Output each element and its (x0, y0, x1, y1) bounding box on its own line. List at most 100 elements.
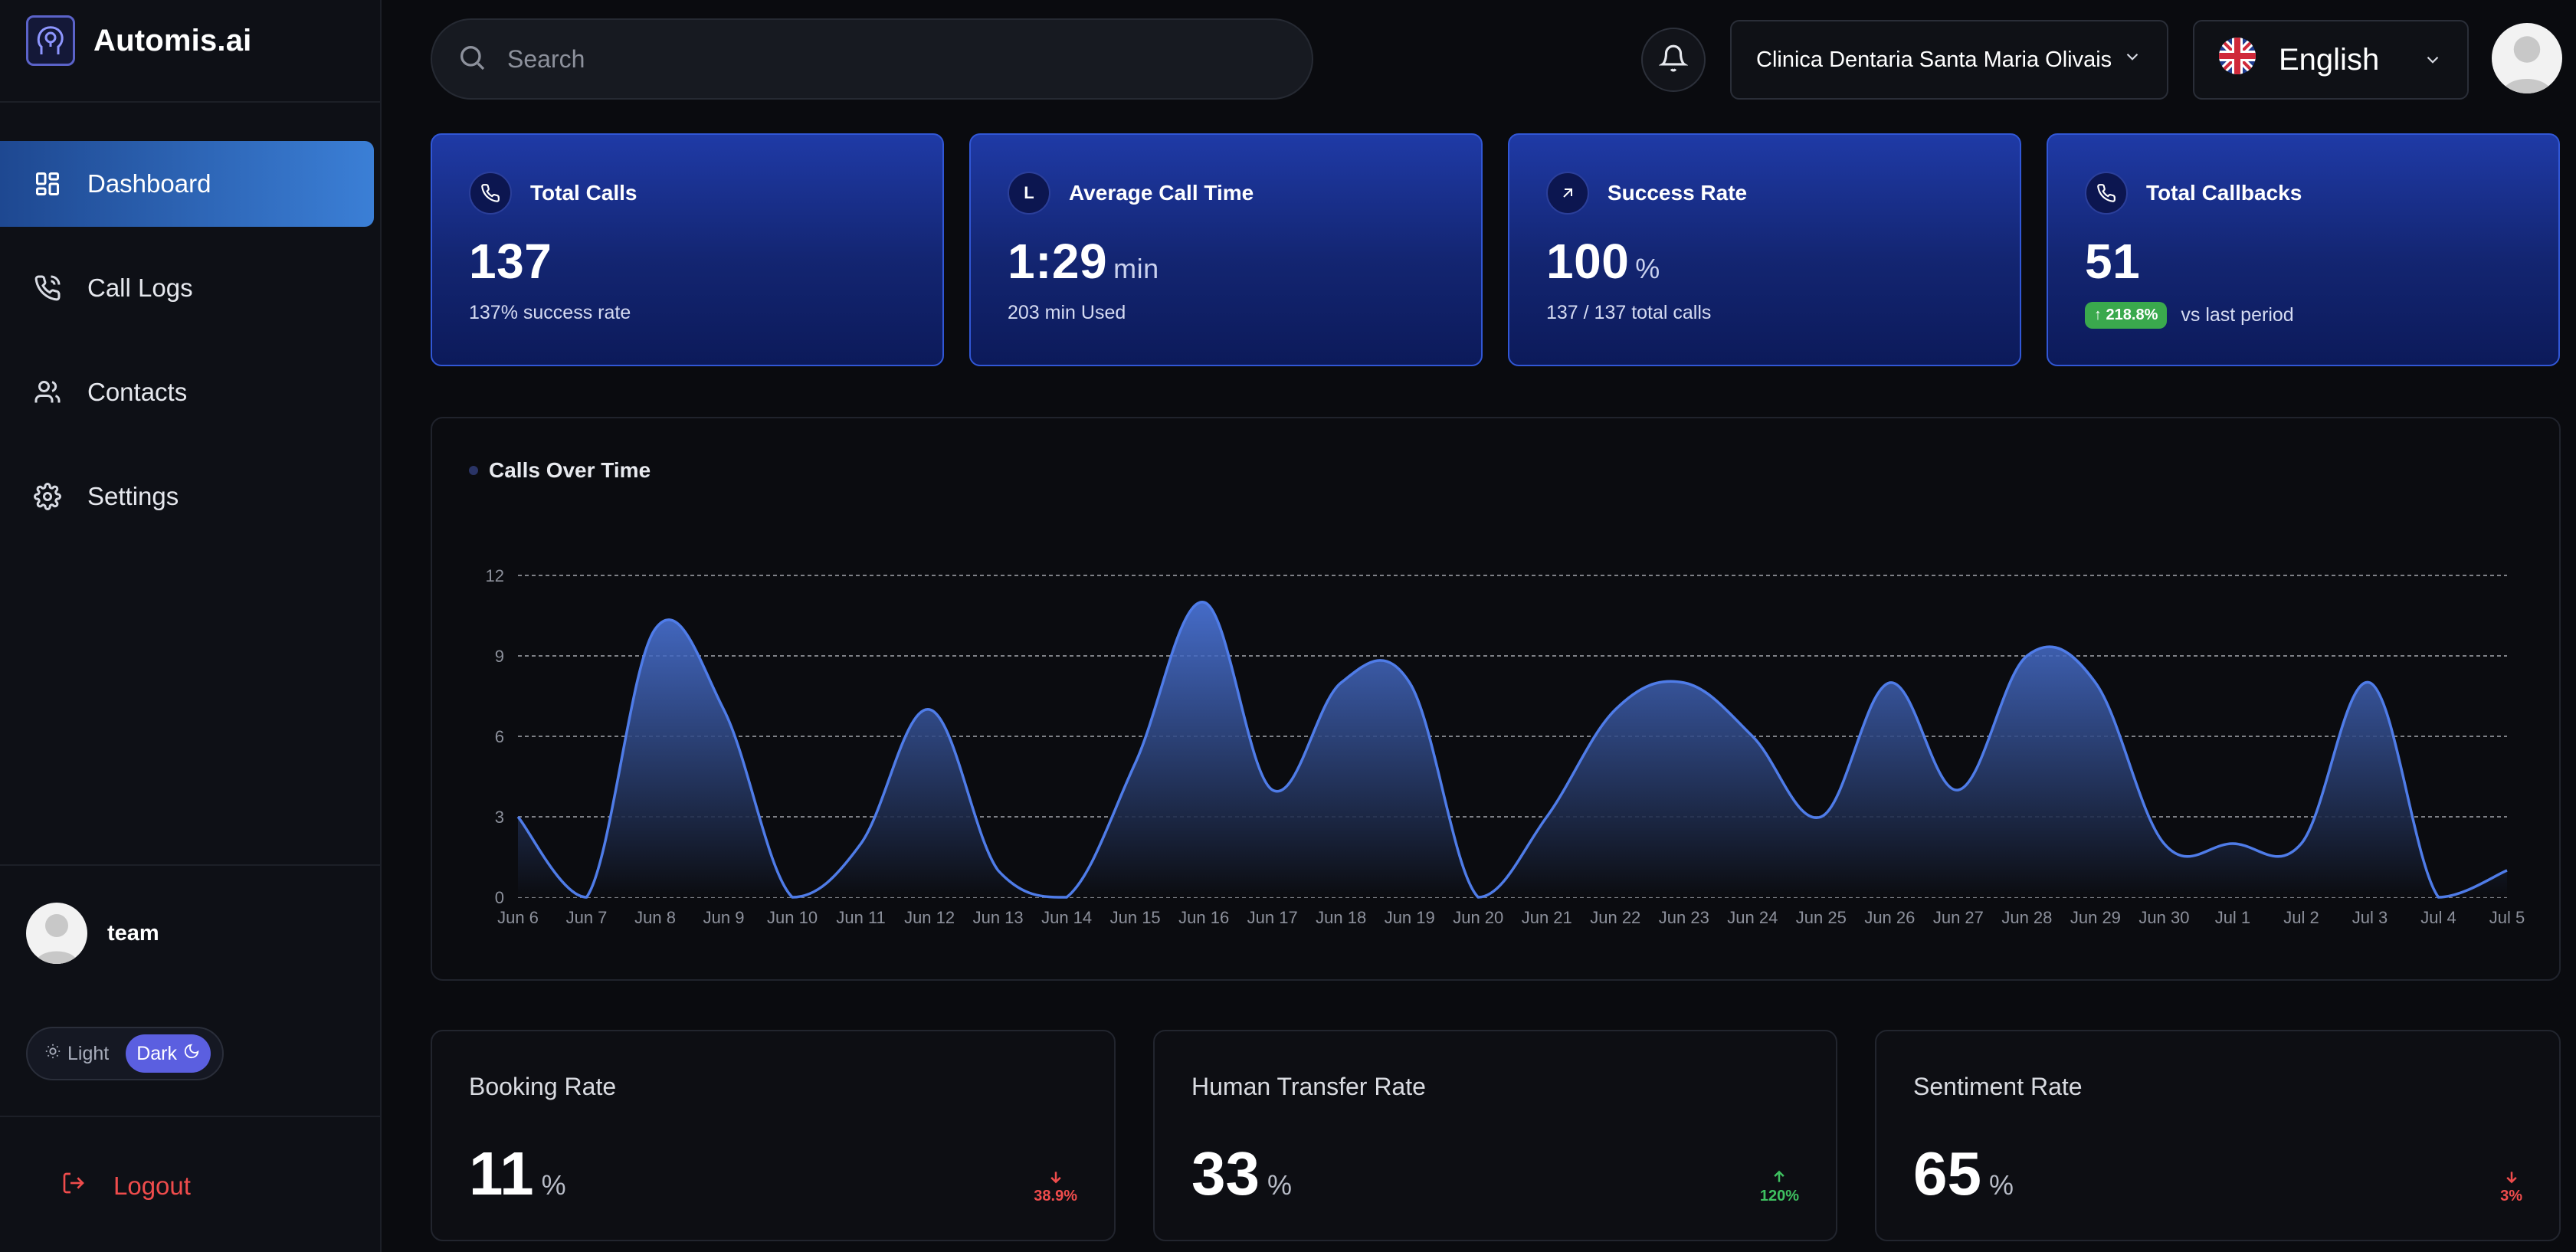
stat-title: Success Rate (1608, 181, 1748, 205)
trend-indicator: 3% (2500, 1169, 2522, 1205)
x-tick-label: Jun 13 (973, 908, 1024, 927)
logout-button[interactable]: Logout (61, 1171, 191, 1201)
x-tick-label: Jul 2 (2283, 908, 2319, 927)
x-tick-label: Jun 6 (497, 908, 539, 927)
stat-title: Average Call Time (1069, 181, 1254, 205)
stat-card-average-call-time: L Average Call Time 1:29 min 203 min Used (969, 133, 1483, 366)
x-tick-label: Jun 17 (1247, 908, 1298, 927)
trend-indicator: 120% (1760, 1169, 1799, 1205)
brand-logo-icon (26, 15, 75, 66)
stat-title: Total Calls (530, 181, 637, 205)
notifications-button[interactable] (1641, 28, 1706, 92)
theme-dark-label: Dark (136, 1042, 178, 1064)
x-tick-label: Jul 1 (2215, 908, 2250, 927)
letter-l-icon: L (1008, 172, 1050, 215)
y-tick-label: 12 (486, 566, 504, 585)
phone-icon (2085, 172, 2128, 215)
x-tick-label: Jun 19 (1385, 908, 1435, 927)
search-bar[interactable] (431, 18, 1313, 100)
x-tick-label: Jul 4 (2420, 908, 2456, 927)
x-tick-label: Jun 11 (836, 908, 885, 927)
stat-note: 137% success rate (469, 302, 631, 323)
bell-icon (1658, 44, 1689, 77)
x-tick-label: Jun 9 (703, 908, 745, 927)
series-area (518, 601, 2507, 897)
x-tick-label: Jun 14 (1041, 908, 1092, 927)
sidebar-item-call-logs[interactable]: Call Logs (0, 245, 374, 331)
x-tick-label: Jun 24 (1727, 908, 1778, 927)
metric-value: 33 (1191, 1139, 1260, 1208)
clinic-select-value: Clinica Dentaria Santa Maria Olivais (1756, 47, 2112, 72)
metric-unit: % (1267, 1169, 1292, 1201)
x-tick-label: Jul 5 (2489, 908, 2525, 927)
sidebar-item-label: Settings (87, 482, 179, 510)
users-icon (32, 377, 63, 408)
language-select-value: English (2279, 42, 2380, 77)
trend-value: 3% (2500, 1188, 2522, 1204)
divider (0, 864, 380, 866)
dashboard-icon (32, 169, 63, 199)
chevron-down-icon (2122, 47, 2142, 73)
arrow-down-icon (1050, 1172, 1061, 1184)
divider (0, 1116, 380, 1117)
x-tick-label: Jul 3 (2352, 908, 2388, 927)
x-tick-label: Jun 27 (1933, 908, 1984, 927)
x-tick-label: Jun 25 (1796, 908, 1847, 927)
brand[interactable]: Automis.ai (26, 15, 251, 66)
x-tick-label: Jun 23 (1659, 908, 1709, 927)
phone-icon (469, 172, 512, 215)
arrow-up-icon (1774, 1170, 1785, 1182)
gear-icon (32, 481, 63, 512)
x-tick-label: Jun 12 (904, 908, 955, 927)
trend-value: 38.9% (1034, 1188, 1077, 1204)
chart-legend: Calls Over Time (469, 458, 651, 483)
sidebar-item-contacts[interactable]: Contacts (0, 349, 374, 435)
profile-avatar[interactable] (2492, 23, 2562, 93)
stat-note: vs last period (2181, 304, 2294, 326)
sidebar-item-label: Dashboard (87, 169, 211, 198)
metric-title: Human Transfer Rate (1191, 1073, 1426, 1100)
x-tick-label: Jun 18 (1316, 908, 1366, 927)
theme-dark-option[interactable]: Dark (126, 1034, 211, 1073)
sun-icon (44, 1043, 61, 1065)
stat-title: Total Callbacks (2146, 181, 2302, 205)
arrow-down-icon (2506, 1172, 2517, 1184)
sidebar-item-settings[interactable]: Settings (0, 454, 374, 539)
x-tick-label: Jun 28 (2001, 908, 2052, 927)
y-tick-label: 9 (495, 647, 504, 666)
stat-value: 1:29 (1008, 234, 1108, 289)
y-tick-label: 3 (495, 808, 504, 827)
stat-note: 137 / 137 total calls (1546, 302, 1712, 323)
x-tick-label: Jun 10 (767, 908, 818, 927)
metric-value: 11 (469, 1139, 534, 1208)
sidebar-item-label: Contacts (87, 378, 188, 406)
theme-toggle[interactable]: Light Dark (26, 1027, 224, 1080)
stat-unit: min (1113, 253, 1159, 284)
search-input[interactable] (507, 44, 1197, 74)
metric-unit: % (541, 1169, 566, 1201)
theme-light-option[interactable]: Light (34, 1034, 120, 1073)
x-tick-label: Jun 30 (2138, 908, 2189, 927)
trend-value: 120% (1759, 1188, 1799, 1204)
brand-name: Automis.ai (93, 23, 252, 57)
stat-card-total-calls: Total Calls 137 137% success rate (431, 133, 944, 366)
calls-over-time-chart: 0 3 6 9 12 Jun 6 Jun 7 Jun 8 Jun 9 Jun 10 Jun 11 Ju… (431, 417, 2561, 981)
y-tick-label: 0 (495, 888, 504, 907)
phone-call-icon (32, 273, 63, 303)
x-tick-label: Jun 15 (1110, 908, 1161, 927)
divider (0, 101, 380, 103)
user-profile[interactable]: team (26, 903, 159, 964)
clinic-select[interactable]: Clinica Dentaria Santa Maria Olivais (1730, 20, 2168, 100)
stat-note: 203 min Used (1008, 302, 1126, 323)
chevron-down-icon (2423, 43, 2443, 77)
sidebar-item-dashboard[interactable]: Dashboard (0, 141, 374, 227)
moon-icon (183, 1043, 200, 1065)
chart-title: Calls Over Time (489, 458, 651, 482)
metric-title: Sentiment Rate (1913, 1073, 2083, 1100)
sidebar-nav: Dashboard Call Logs Contacts (0, 141, 380, 558)
metric-card-human-transfer-rate: Human Transfer Rate 33% 120% (1153, 1030, 1837, 1241)
theme-light-label: Light (67, 1042, 110, 1064)
arrow-up-right-icon (1546, 172, 1589, 215)
search-icon (457, 42, 487, 77)
language-select[interactable]: English (2193, 20, 2469, 100)
